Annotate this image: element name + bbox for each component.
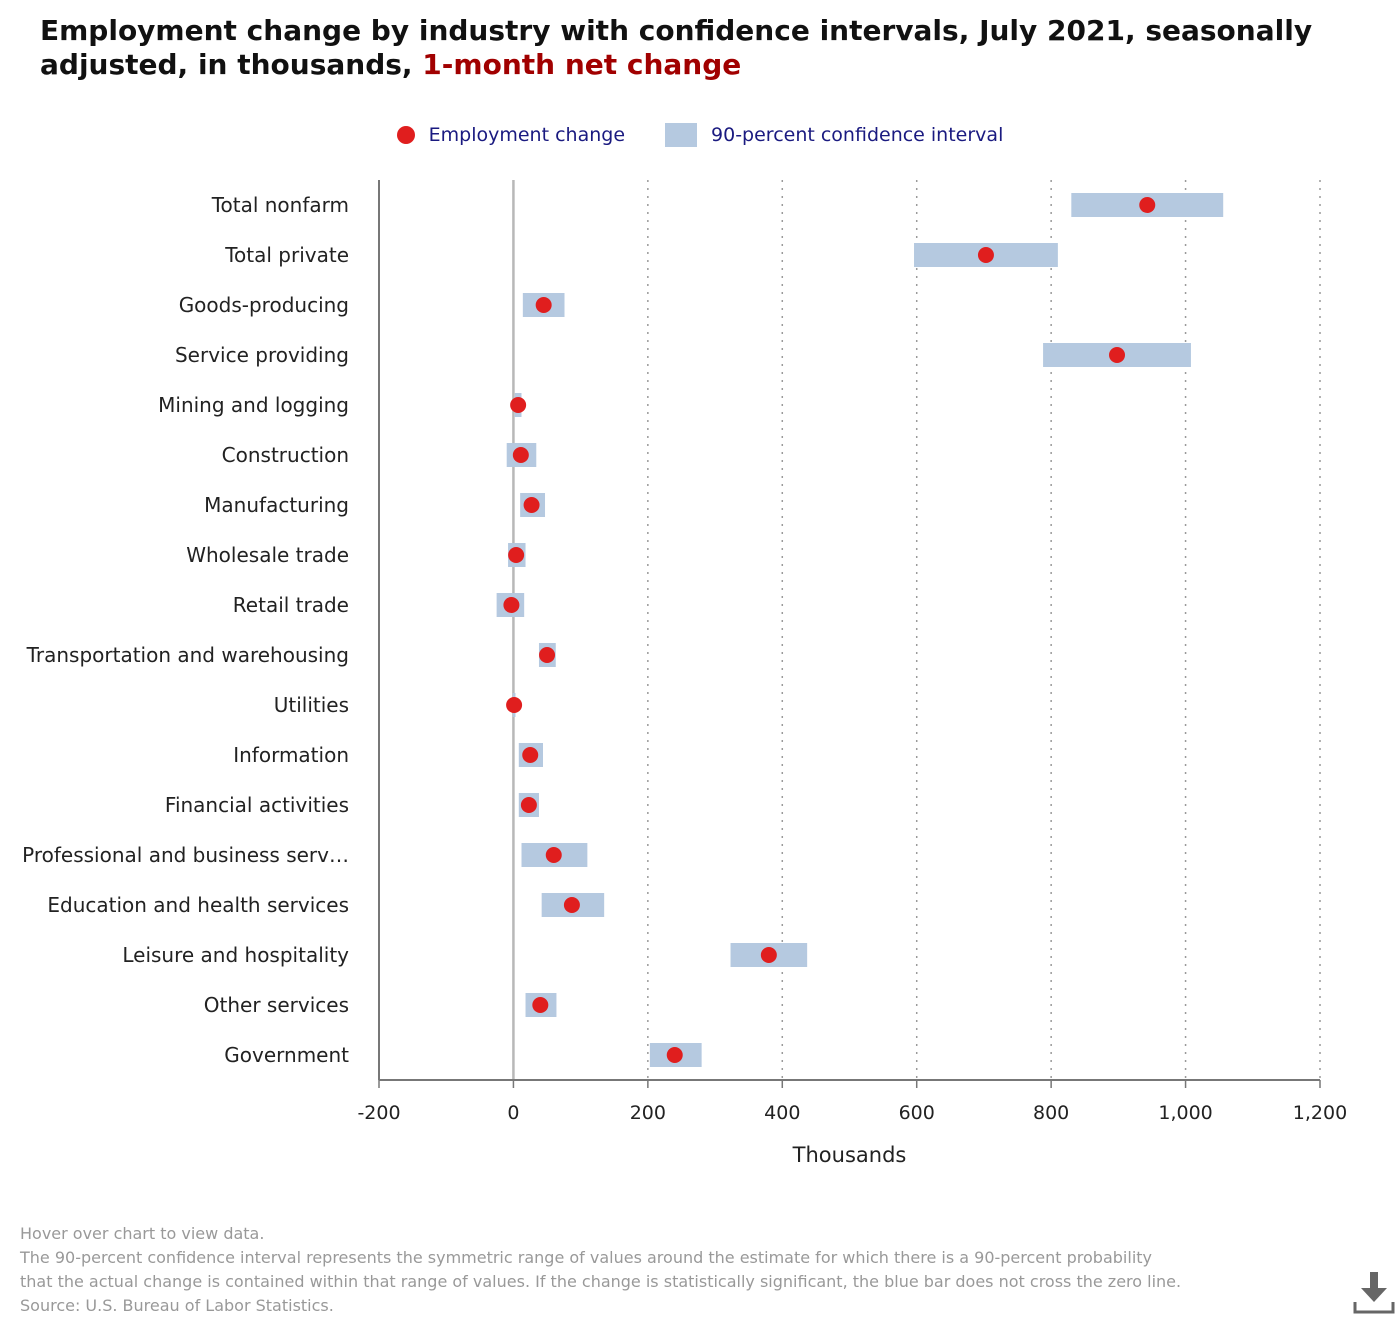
category-label: Construction (222, 443, 349, 467)
employment-change-point[interactable] (539, 647, 556, 663)
employment-change-point[interactable] (510, 397, 527, 413)
category-label: Financial activities (165, 793, 349, 817)
chart-title: Employment change by industry with confi… (40, 14, 1360, 82)
legend-label-interval: 90-percent confidence interval (711, 124, 1004, 146)
employment-change-point[interactable] (563, 897, 580, 913)
x-tick-label: 400 (764, 1102, 800, 1124)
interval-note-line1: The 90-percent confidence interval repre… (20, 1248, 1152, 1267)
x-axis-title: Thousands (792, 1143, 907, 1167)
x-tick-label: 1,200 (1293, 1102, 1347, 1124)
employment-change-point[interactable] (545, 847, 562, 863)
employment-change-point[interactable] (1139, 197, 1156, 213)
hover-hint: Hover over chart to view data. (20, 1224, 265, 1243)
employment-change-point[interactable] (508, 547, 525, 563)
employment-change-point[interactable] (977, 247, 994, 263)
employment-change-point[interactable] (503, 597, 520, 613)
download-icon (1353, 1272, 1395, 1314)
category-label: Leisure and hospitality (122, 943, 349, 967)
category-label: Professional and business serv… (22, 843, 349, 867)
x-tick-label: 0 (507, 1102, 519, 1124)
chart-title-highlight: 1-month net change (422, 48, 742, 81)
category-label: Retail trade (233, 593, 349, 617)
x-tick-label: 800 (1033, 1102, 1069, 1124)
employment-change-point[interactable] (523, 497, 540, 513)
employment-change-point[interactable] (506, 697, 523, 713)
employment-change-point[interactable] (1109, 347, 1126, 363)
category-label: Total private (224, 243, 349, 267)
category-label: Transportation and warehousing (26, 643, 349, 667)
x-tick-label: 1,000 (1158, 1102, 1212, 1124)
employment-change-point[interactable] (512, 447, 529, 463)
employment-change-point[interactable] (532, 997, 549, 1013)
category-label: Total nonfarm (211, 193, 349, 217)
category-label: Goods-producing (179, 293, 349, 317)
category-label: Other services (204, 993, 349, 1017)
category-label: Wholesale trade (186, 543, 349, 567)
employment-change-point[interactable] (520, 797, 537, 813)
legend-item-estimate[interactable]: Employment change (396, 124, 626, 146)
category-label: Utilities (274, 693, 349, 717)
category-label: Information (233, 743, 349, 767)
x-tick-label: 600 (899, 1102, 935, 1124)
chart-notes: Hover over chart to view data. The 90-pe… (20, 1222, 1320, 1318)
chart-plot[interactable]: -200 0 200 400 600 800 1,000 1,200 Thousands Tota… (0, 160, 1400, 1180)
legend-item-interval[interactable]: 90-percent confidence interval (665, 123, 1003, 147)
chart-title-main: Employment change by industry with confi… (40, 14, 1313, 81)
legend-label-estimate: Employment change (428, 124, 626, 146)
legend-dot-icon (396, 126, 415, 144)
category-label: Manufacturing (204, 493, 349, 517)
download-button[interactable] (1352, 1270, 1396, 1314)
chart-legend: Employment change 90-percent confidence … (0, 120, 1400, 150)
legend-box-icon (665, 123, 698, 147)
employment-change-point[interactable] (666, 1047, 683, 1063)
interval-note-line2: that the actual change is contained with… (20, 1272, 1182, 1291)
employment-change-point[interactable] (760, 947, 777, 963)
x-tick-label: 200 (630, 1102, 666, 1124)
employment-change-point[interactable] (522, 747, 539, 763)
category-label: Government (224, 1043, 349, 1067)
category-label: Education and health services (47, 893, 349, 917)
category-label: Mining and logging (158, 393, 349, 417)
employment-change-point[interactable] (535, 297, 552, 313)
category-label: Service providing (175, 343, 349, 367)
x-tick-label: -200 (357, 1102, 400, 1124)
source-note: Source: U.S. Bureau of Labor Statistics. (20, 1296, 334, 1315)
